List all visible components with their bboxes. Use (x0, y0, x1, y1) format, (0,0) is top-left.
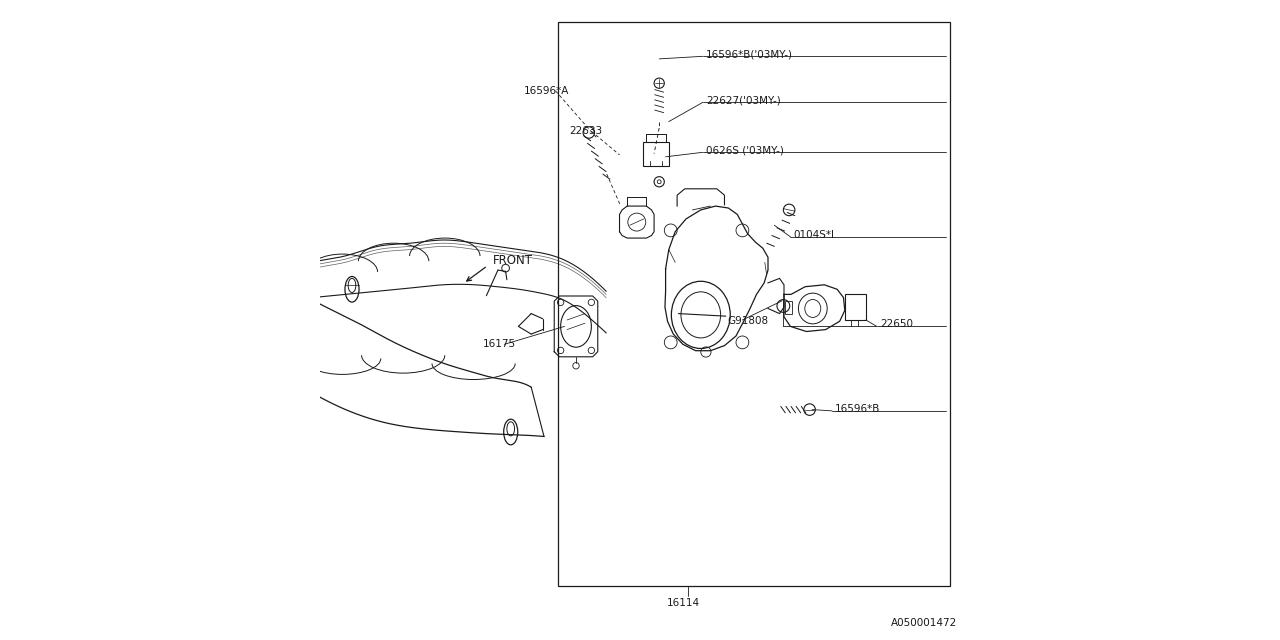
Text: 22627('03MY-): 22627('03MY-) (707, 95, 781, 106)
Text: 16596*B('03MY-): 16596*B('03MY-) (707, 49, 792, 60)
Text: 22633: 22633 (570, 126, 603, 136)
Text: 0104S*I: 0104S*I (794, 230, 835, 240)
Bar (558, 22, 950, 586)
Text: 16114: 16114 (667, 598, 700, 608)
Text: FRONT: FRONT (493, 254, 532, 267)
Text: A050001472: A050001472 (891, 618, 957, 628)
Bar (845, 294, 865, 320)
Bar (644, 142, 669, 166)
Text: 16596*A: 16596*A (524, 86, 568, 96)
Text: 0626S ('03MY-): 0626S ('03MY-) (707, 145, 783, 156)
Text: G91808: G91808 (727, 316, 768, 326)
Text: 22650: 22650 (881, 319, 913, 330)
Bar (785, 301, 792, 314)
Text: 16596*B: 16596*B (836, 404, 881, 414)
Text: 16175: 16175 (483, 339, 516, 349)
